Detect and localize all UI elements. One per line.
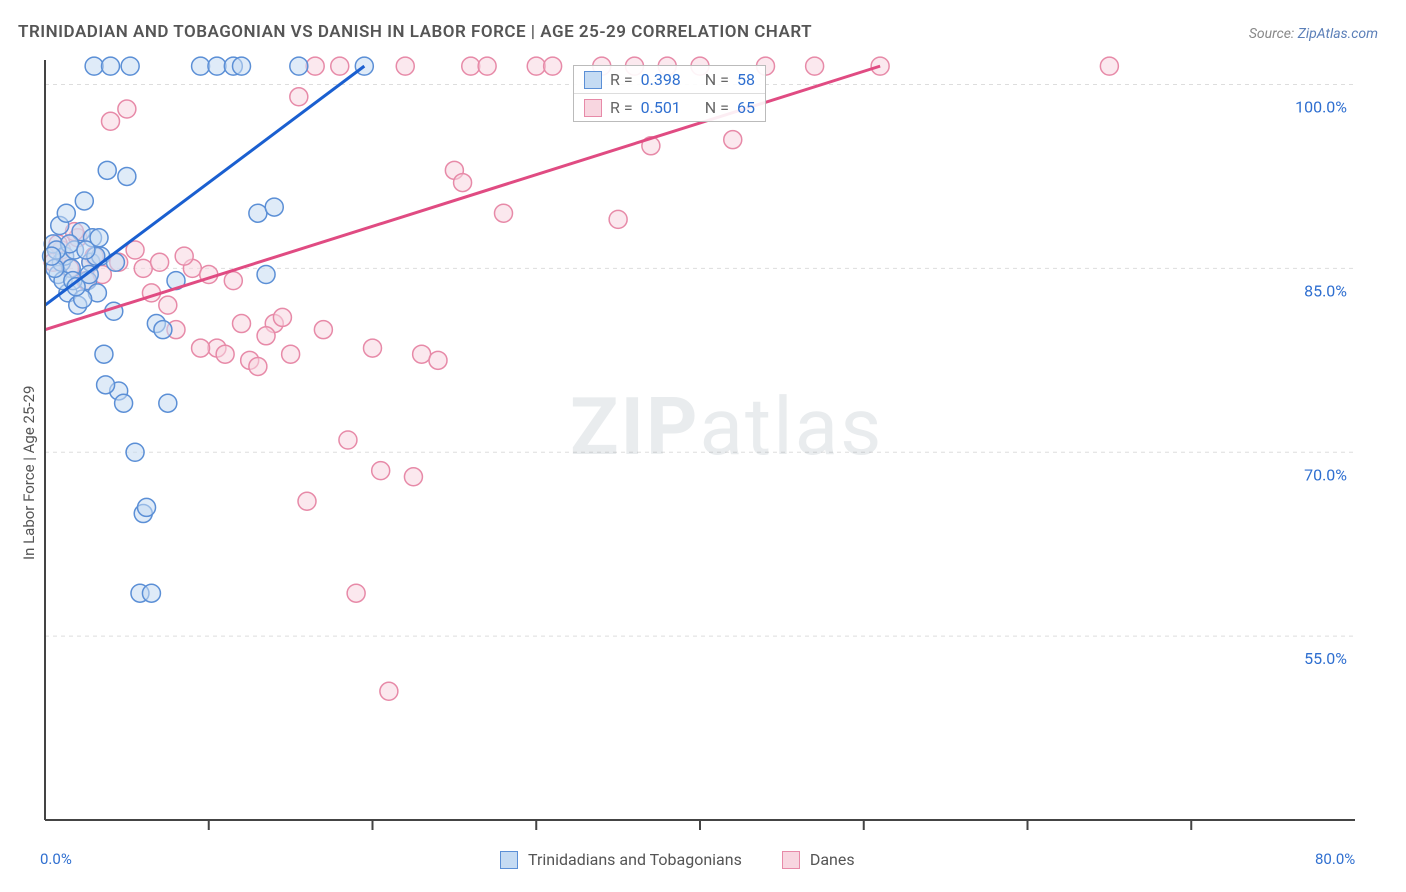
r-label: R =	[610, 70, 633, 89]
n-label: N =	[705, 70, 729, 89]
series-b-name: Danes	[810, 850, 855, 869]
n-value-b: 65	[737, 98, 755, 117]
n-label: N =	[705, 98, 729, 117]
swatch-series-a	[584, 71, 602, 89]
bottom-legend: Trinidadians and Tobagonians Danes	[500, 850, 855, 869]
n-value-a: 58	[737, 70, 755, 89]
svg-text:70.0%: 70.0%	[1304, 465, 1347, 484]
r-value-a: 0.398	[641, 70, 681, 89]
plot-svg: 55.0% 70.0% 85.0% 100.0%	[0, 0, 1406, 892]
svg-text:55.0%: 55.0%	[1304, 649, 1347, 668]
y-axis-label: In Labor Force | Age 25-29	[20, 386, 38, 560]
x-axis-min-label: 0.0%	[40, 850, 72, 868]
correlation-legend: R = 0.398 N = 58 R = 0.501 N = 65	[573, 65, 766, 122]
svg-text:100.0%: 100.0%	[1295, 98, 1347, 117]
swatch-series-b	[584, 99, 602, 117]
x-axis-max-label: 80.0%	[1315, 850, 1355, 868]
series-a-name: Trinidadians and Tobagonians	[528, 850, 742, 869]
r-label: R =	[610, 98, 633, 117]
correlation-legend-row-a: R = 0.398 N = 58	[574, 66, 765, 93]
y-axis-label-text: In Labor Force | Age 25-29	[20, 386, 38, 560]
correlation-legend-row-b: R = 0.501 N = 65	[574, 93, 765, 121]
svg-text:85.0%: 85.0%	[1304, 281, 1347, 300]
swatch-series-b-bottom	[782, 851, 800, 869]
swatch-series-a-bottom	[500, 851, 518, 869]
chart-container: TRINIDADIAN AND TOBAGONIAN VS DANISH IN …	[0, 0, 1406, 892]
r-value-b: 0.501	[641, 98, 681, 117]
